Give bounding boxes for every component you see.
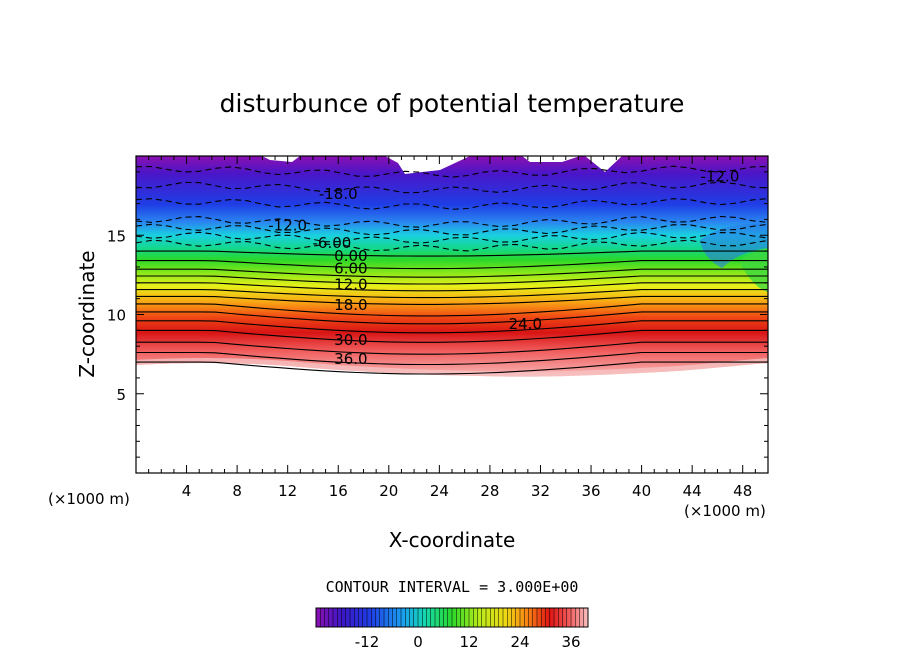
field-gap-1	[262, 156, 300, 162]
x-tick-label: 44	[683, 482, 702, 500]
x-tick-label: 32	[531, 482, 550, 500]
contour-line-positive	[136, 250, 768, 257]
x-tick-label: 20	[379, 482, 398, 500]
contour-line-positive	[136, 289, 768, 299]
chart-title: disturbunce of potential temperature	[220, 89, 685, 118]
contour-label: -6.00	[313, 234, 352, 252]
x-tick-label: 40	[632, 482, 651, 500]
y-tick-label: 5	[116, 386, 126, 404]
x-axis-label: X-coordinate	[389, 528, 516, 552]
contour-label: -12.0	[701, 168, 740, 186]
x-tick-label: 36	[581, 482, 600, 500]
field-green-tongue	[740, 248, 768, 292]
contour-line-positive	[136, 268, 768, 278]
field-gap-4	[585, 156, 622, 172]
contour-line-negative	[136, 223, 768, 236]
y-tick-label: 10	[107, 307, 126, 325]
y-axis-unit: (×1000 m)	[48, 490, 130, 508]
y-axis-label: Z-coordinate	[75, 250, 99, 377]
contour-line-negative	[136, 231, 768, 244]
colorbar-tick-label: 12	[459, 633, 478, 651]
contour-line-negative	[136, 239, 768, 252]
contour-line-positive	[136, 329, 768, 343]
contour-line-positive	[136, 275, 768, 285]
x-tick-label: 48	[733, 482, 752, 500]
y-tick-labels: 5 10 15	[107, 227, 126, 404]
contour-line-positive	[136, 361, 768, 375]
contour-label: 30.0	[334, 331, 367, 349]
colorbar-tick-label: -12	[355, 633, 380, 651]
contour-line-negative	[136, 181, 768, 194]
contour-label: 36.0	[334, 350, 367, 368]
x-tick-label: 4	[182, 482, 192, 500]
contour-label: -12.0	[268, 217, 307, 235]
colorbar-tick-label: 0	[413, 633, 423, 651]
x-tick-label: 12	[278, 482, 297, 500]
contour-line-negative	[136, 198, 768, 210]
colorbar-segments	[315, 608, 589, 627]
contour-line-positive	[136, 311, 768, 325]
contour-label: -18.0	[319, 185, 358, 203]
contour-line-positive	[136, 282, 768, 292]
contour-label: 6.00	[334, 260, 367, 278]
tick-layer	[136, 156, 769, 473]
contour-label: 18.0	[334, 296, 367, 314]
contour-line-positive	[136, 320, 768, 334]
field-fill	[136, 156, 768, 377]
x-tick-labels: 4 8 12 16 20 24 28 32 36 40 44 48	[182, 482, 752, 500]
contour-line-positive	[136, 295, 768, 305]
colorbar-tick-label: 36	[561, 633, 580, 651]
contour-label: 24.0	[509, 315, 542, 333]
contour-line-negative	[136, 215, 768, 228]
x-tick-label: 8	[232, 482, 242, 500]
x-tick-label: 16	[329, 482, 348, 500]
contour-label: 0.00	[334, 247, 367, 265]
contour-line-positive	[136, 351, 768, 366]
contour-lines	[136, 165, 768, 375]
x-tick-label: 24	[430, 482, 449, 500]
contour-line-positive	[136, 341, 768, 355]
y-tick-label: 15	[107, 227, 126, 245]
x-tick-label: 28	[480, 482, 499, 500]
x-axis-unit: (×1000 m)	[684, 502, 766, 520]
contour-interval-text: CONTOUR INTERVAL = 3.000E+00	[326, 578, 579, 596]
contour-line-positive	[136, 260, 768, 270]
colorbar-tick-label: 24	[510, 633, 529, 651]
field-bottom-fringe	[136, 357, 768, 377]
colorbar-tick-labels: -12 0 12 24 36	[355, 633, 581, 651]
contour-line-positive	[136, 303, 768, 317]
field-area	[136, 156, 768, 377]
contour-label: 12.0	[334, 275, 367, 293]
contour-line-negative	[136, 165, 768, 178]
field-gap-2	[385, 156, 470, 174]
